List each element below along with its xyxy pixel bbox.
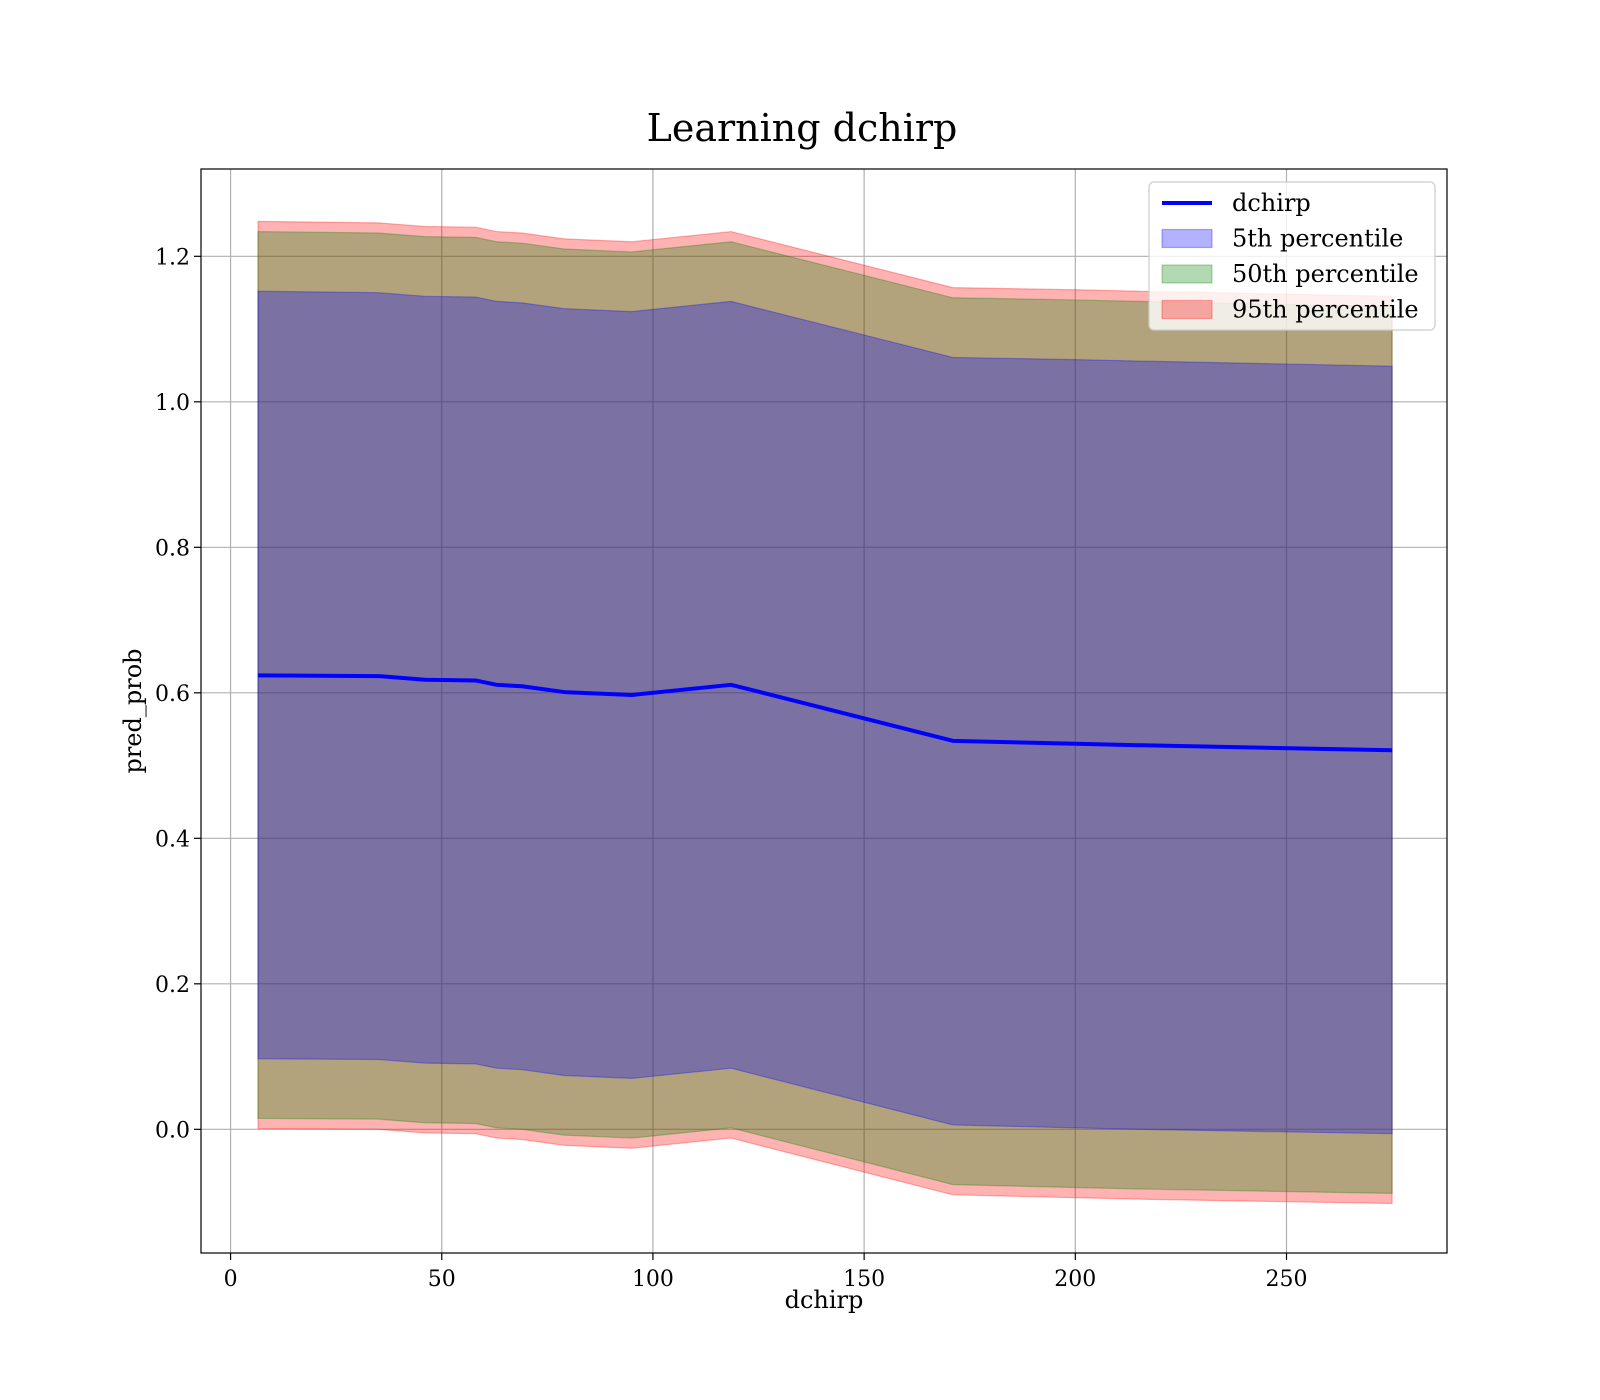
y-tick-label: 1.2 <box>155 245 190 270</box>
x-tick-label: 250 <box>1265 1267 1307 1292</box>
plot-background <box>201 169 1447 1253</box>
x-tick-label: 50 <box>428 1267 456 1292</box>
legend-label-5th-percentile: 5th percentile <box>1232 225 1403 253</box>
y-tick-label: 1.0 <box>155 391 190 416</box>
x-tick-label: 150 <box>843 1267 885 1292</box>
x-tick-label: 100 <box>632 1267 674 1292</box>
x-tick-label: 200 <box>1054 1267 1096 1292</box>
legend-label-95th-percentile: 95th percentile <box>1232 296 1419 324</box>
band-50th-percentile <box>257 230 1393 1194</box>
y-axis-ticks: 0.0 0.2 0.4 0.6 0.8 1.0 1.2 <box>155 245 201 1143</box>
x-tick-label: 0 <box>224 1267 238 1292</box>
plot-frame <box>200 168 1448 1254</box>
chart-title: Learning dchirp <box>647 106 958 150</box>
legend-box <box>1148 181 1436 331</box>
y-tick-label: 0.4 <box>155 827 190 852</box>
percentile-bands <box>257 220 1393 1205</box>
y-axis-label: pred_prob <box>119 648 147 773</box>
band-95th-percentile <box>257 220 1393 1205</box>
y-tick-label: 0.6 <box>155 682 190 707</box>
x-axis-label: dchirp <box>785 1286 864 1314</box>
x-axis-ticks: 0 50 100 150 200 250 <box>224 1253 1307 1292</box>
plot-area: 0 50 100 150 200 250 0.0 0.2 0.4 0.6 0.8 1.0 1.2 <box>155 168 1448 1292</box>
legend-label-dchirp: dchirp <box>1232 189 1311 217</box>
legend-label-50th-percentile: 50th percentile <box>1232 260 1419 288</box>
legend-swatch-5th-percentile <box>1161 228 1213 249</box>
line-dchirp <box>258 673 1393 753</box>
legend: dchirp 5th percentile 50th percentile 95th … <box>1148 181 1436 331</box>
band-5th-percentile <box>257 290 1393 1135</box>
grid <box>201 169 1447 1253</box>
legend-items: dchirp 5th percentile 50th percentile 95th … <box>1161 189 1419 324</box>
line-series <box>258 673 1393 753</box>
legend-swatch-95th-percentile <box>1161 299 1213 320</box>
y-tick-label: 0.2 <box>155 973 190 998</box>
y-tick-label: 0.0 <box>155 1118 190 1143</box>
legend-swatch-50th-percentile <box>1161 264 1213 284</box>
y-tick-label: 0.8 <box>155 536 190 561</box>
